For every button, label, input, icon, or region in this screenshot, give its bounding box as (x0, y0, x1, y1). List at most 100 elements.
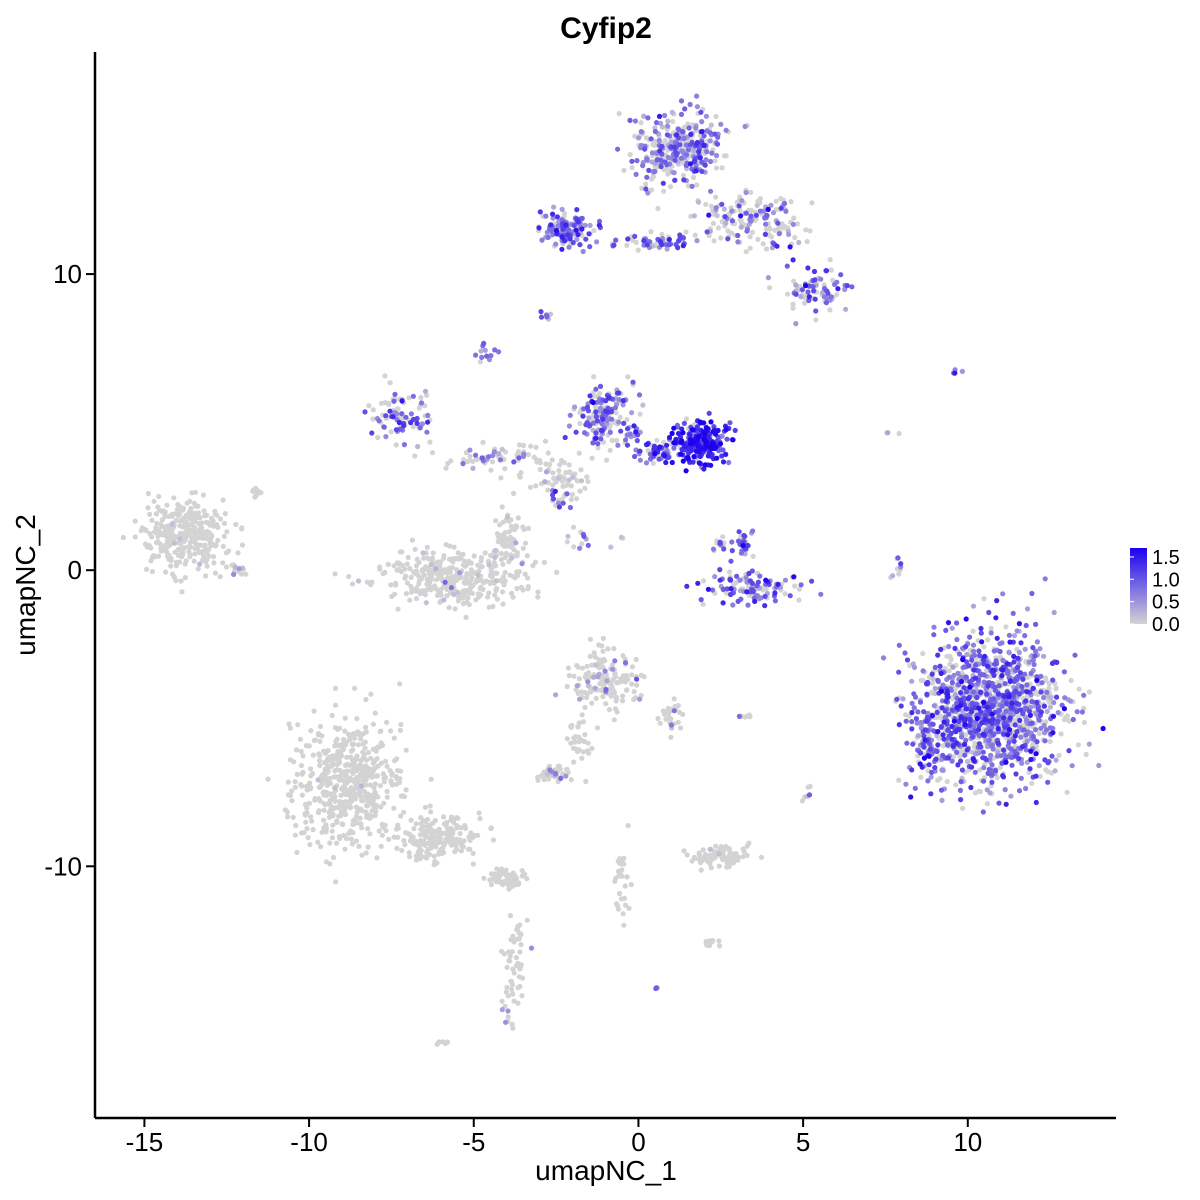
cell-point (668, 734, 674, 740)
cell-point (1007, 715, 1013, 721)
cell-point (929, 769, 935, 776)
cell-point (636, 135, 642, 141)
cell-point (545, 450, 551, 456)
cell-point (921, 744, 927, 750)
cell-point (330, 822, 336, 828)
cell-point (576, 734, 582, 741)
cell-point (770, 210, 777, 216)
cell-point (1079, 709, 1085, 715)
cell-point (1034, 699, 1040, 706)
cell-point (592, 685, 598, 691)
cell-point (982, 755, 988, 761)
cell-point (521, 442, 527, 449)
cell-point (686, 125, 692, 131)
cell-point (214, 522, 220, 528)
cell-point (934, 715, 940, 721)
cell-point (600, 693, 606, 700)
cell-point (221, 533, 227, 540)
cell-point (807, 228, 813, 234)
cell-point (955, 762, 961, 768)
cell-point (1027, 712, 1033, 719)
cell-point (478, 348, 484, 354)
cell-point (656, 137, 662, 144)
cell-point (304, 826, 310, 832)
cell-point (735, 598, 741, 605)
cell-point (670, 118, 676, 125)
cell-point (970, 642, 977, 648)
cell-point (726, 853, 732, 859)
cell-point (594, 399, 600, 405)
cell-point (195, 566, 201, 572)
cell-point (989, 772, 995, 778)
cell-point (737, 577, 743, 583)
cell-point (403, 787, 409, 793)
cell-point (989, 779, 995, 785)
cell-point (758, 595, 764, 601)
cell-point (368, 691, 374, 697)
cell-point (351, 787, 357, 793)
cell-point (740, 854, 746, 860)
cell-point (398, 721, 404, 728)
cell-point (302, 812, 308, 818)
cell-point (585, 478, 591, 485)
cell-point (971, 652, 978, 658)
cell-point (607, 447, 613, 453)
cell-point (299, 792, 305, 798)
cell-point (352, 757, 358, 764)
cell-point (400, 793, 406, 799)
cell-point (708, 203, 715, 209)
cell-point (664, 442, 670, 448)
cell-point (967, 722, 973, 728)
cell-point (762, 603, 768, 609)
cell-point (517, 949, 523, 955)
cell-point (984, 801, 991, 807)
cell-point (718, 121, 724, 127)
cell-point (486, 454, 492, 460)
cell-point (653, 985, 659, 991)
cell-point (995, 726, 1001, 732)
cell-point (200, 535, 206, 542)
cell-point (368, 793, 374, 799)
cell-point (920, 677, 926, 684)
cell-point (481, 875, 487, 881)
cell-point (193, 515, 199, 522)
cell-point (513, 540, 519, 546)
cell-point (399, 847, 405, 854)
cell-point (697, 853, 703, 859)
cell-point (611, 645, 617, 652)
cell-point (316, 784, 322, 791)
cell-point (332, 798, 338, 804)
cell-point (827, 257, 833, 263)
cell-point (1072, 652, 1078, 658)
cell-point (507, 958, 513, 964)
cell-point (362, 745, 368, 751)
cell-point (782, 591, 788, 597)
cell-point (911, 664, 918, 671)
cell-point (1016, 649, 1023, 656)
cell-point (384, 763, 390, 769)
cell-point (627, 117, 633, 123)
cell-point (543, 461, 549, 467)
cell-point (450, 578, 456, 584)
cell-point (362, 409, 368, 415)
cell-point (471, 832, 478, 839)
cell-point (354, 809, 360, 815)
cell-point (171, 540, 177, 546)
cell-point (562, 434, 568, 441)
cell-point (347, 792, 353, 799)
cell-point (206, 529, 212, 536)
cell-point (612, 658, 618, 664)
cell-point (924, 691, 930, 697)
cell-point (388, 429, 394, 435)
cell-point (507, 572, 513, 578)
cell-point (372, 710, 378, 716)
cell-point (1003, 759, 1009, 765)
cell-point (596, 222, 602, 228)
cell-point (1066, 748, 1072, 754)
cell-point (411, 826, 417, 832)
cell-point (212, 570, 219, 576)
cell-point (448, 585, 454, 591)
cell-point (342, 715, 348, 721)
cell-point (727, 848, 733, 854)
cell-point (717, 567, 723, 573)
